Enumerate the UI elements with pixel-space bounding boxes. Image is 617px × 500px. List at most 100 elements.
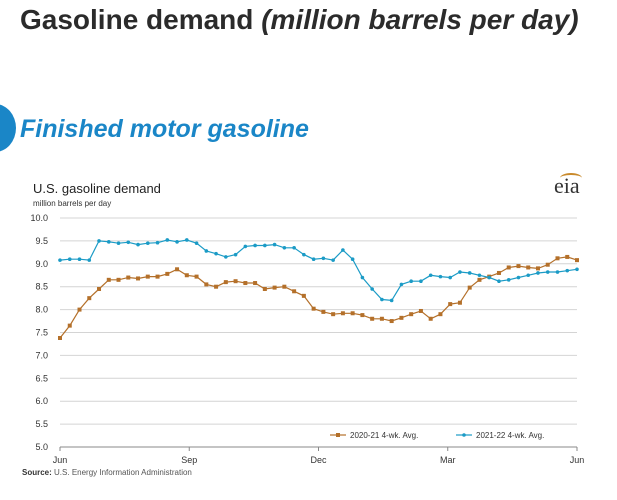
data-point-1 <box>116 241 121 245</box>
data-point-0 <box>311 306 316 311</box>
section-marker-icon <box>0 104 16 152</box>
data-point-0 <box>292 289 297 294</box>
y-tick-label: 9.0 <box>35 259 48 269</box>
data-point-1 <box>350 257 355 262</box>
data-point-0 <box>448 302 453 307</box>
data-point-0 <box>506 265 511 270</box>
data-point-1 <box>67 257 72 262</box>
data-point-1 <box>272 242 277 247</box>
y-tick-label: 8.5 <box>35 282 48 292</box>
data-point-0 <box>223 280 228 285</box>
data-point-0 <box>155 274 160 279</box>
data-point-0 <box>428 316 433 321</box>
y-tick-label: 6.5 <box>35 373 48 383</box>
data-point-1 <box>321 256 326 261</box>
page-title: Gasoline demand (million barrels per day… <box>20 4 579 36</box>
data-point-0 <box>399 315 404 320</box>
data-point-0 <box>516 264 521 269</box>
data-point-1 <box>263 243 267 248</box>
data-point-1 <box>341 248 345 252</box>
eia-logo: eia <box>554 173 582 199</box>
data-point-1 <box>58 258 62 262</box>
data-point-0 <box>67 323 72 328</box>
data-point-1 <box>555 270 560 274</box>
x-tick-label: Jun <box>570 455 585 465</box>
y-tick-label: 6.0 <box>35 396 48 406</box>
data-point-1 <box>136 242 140 247</box>
data-point-1 <box>194 241 199 245</box>
data-point-0 <box>243 281 248 286</box>
data-point-1 <box>487 275 492 280</box>
data-point-0 <box>555 256 560 261</box>
data-point-0 <box>370 316 375 321</box>
data-point-1 <box>155 240 160 245</box>
data-point-0 <box>204 282 209 287</box>
y-tick-label: 5.0 <box>35 442 48 452</box>
data-point-1 <box>224 255 228 259</box>
data-point-0 <box>409 312 414 317</box>
data-point-1 <box>243 244 248 249</box>
x-tick-label: Mar <box>440 455 456 465</box>
data-point-1 <box>419 279 423 284</box>
data-point-0 <box>360 313 365 318</box>
data-point-1 <box>506 278 511 282</box>
y-tick-label: 7.0 <box>35 350 48 360</box>
data-point-1 <box>311 257 316 262</box>
eia-logo-arc-icon <box>560 173 582 183</box>
data-point-0 <box>233 279 238 284</box>
data-point-0 <box>126 275 131 280</box>
chart-ylabel: million barrels per day <box>33 199 112 208</box>
data-point-1 <box>302 252 306 257</box>
data-point-1 <box>145 241 150 245</box>
data-point-0 <box>321 309 326 314</box>
source-note: Source: U.S. Energy Information Administ… <box>22 468 192 477</box>
data-point-1 <box>253 243 257 248</box>
data-point-1 <box>165 238 170 242</box>
data-point-0 <box>565 254 570 259</box>
data-point-0 <box>535 266 540 271</box>
data-point-0 <box>526 265 531 270</box>
data-point-0 <box>467 285 472 290</box>
data-point-0 <box>389 319 394 324</box>
source-label: Source: <box>22 468 52 477</box>
data-point-1 <box>526 273 531 278</box>
legend-label: 2021-22 4-wk. Avg. <box>476 431 544 440</box>
data-point-0 <box>116 277 121 282</box>
data-point-1 <box>97 239 101 243</box>
source-text: U.S. Energy Information Administration <box>54 468 192 477</box>
data-point-0 <box>214 284 219 289</box>
data-point-0 <box>575 258 579 263</box>
data-point-0 <box>77 307 82 312</box>
data-point-1 <box>458 270 462 274</box>
data-point-1 <box>477 273 482 278</box>
chart-title: U.S. gasoline demand <box>33 181 161 196</box>
x-tick-label: Sep <box>181 455 197 465</box>
data-point-1 <box>233 252 238 257</box>
data-point-1 <box>545 270 550 274</box>
data-point-1 <box>175 240 179 244</box>
data-point-0 <box>145 274 150 279</box>
data-point-1 <box>399 282 404 287</box>
data-point-1 <box>428 273 433 278</box>
data-point-0 <box>165 271 170 276</box>
data-point-1 <box>77 257 82 262</box>
data-point-1 <box>516 275 521 280</box>
data-point-0 <box>272 285 277 290</box>
data-point-0 <box>58 335 62 340</box>
data-point-1 <box>536 271 540 275</box>
data-point-1 <box>106 240 111 244</box>
data-point-0 <box>184 273 189 278</box>
data-point-0 <box>477 277 482 282</box>
data-point-0 <box>106 277 111 282</box>
data-point-1 <box>565 268 570 273</box>
data-point-1 <box>438 274 443 279</box>
data-point-1 <box>575 267 579 272</box>
data-point-0 <box>496 270 501 275</box>
data-point-1 <box>126 240 131 245</box>
data-point-0 <box>331 312 336 317</box>
legend-marker-1 <box>462 433 466 437</box>
y-tick-label: 7.5 <box>35 328 48 338</box>
y-tick-label: 5.5 <box>35 419 48 429</box>
data-point-0 <box>379 316 384 321</box>
